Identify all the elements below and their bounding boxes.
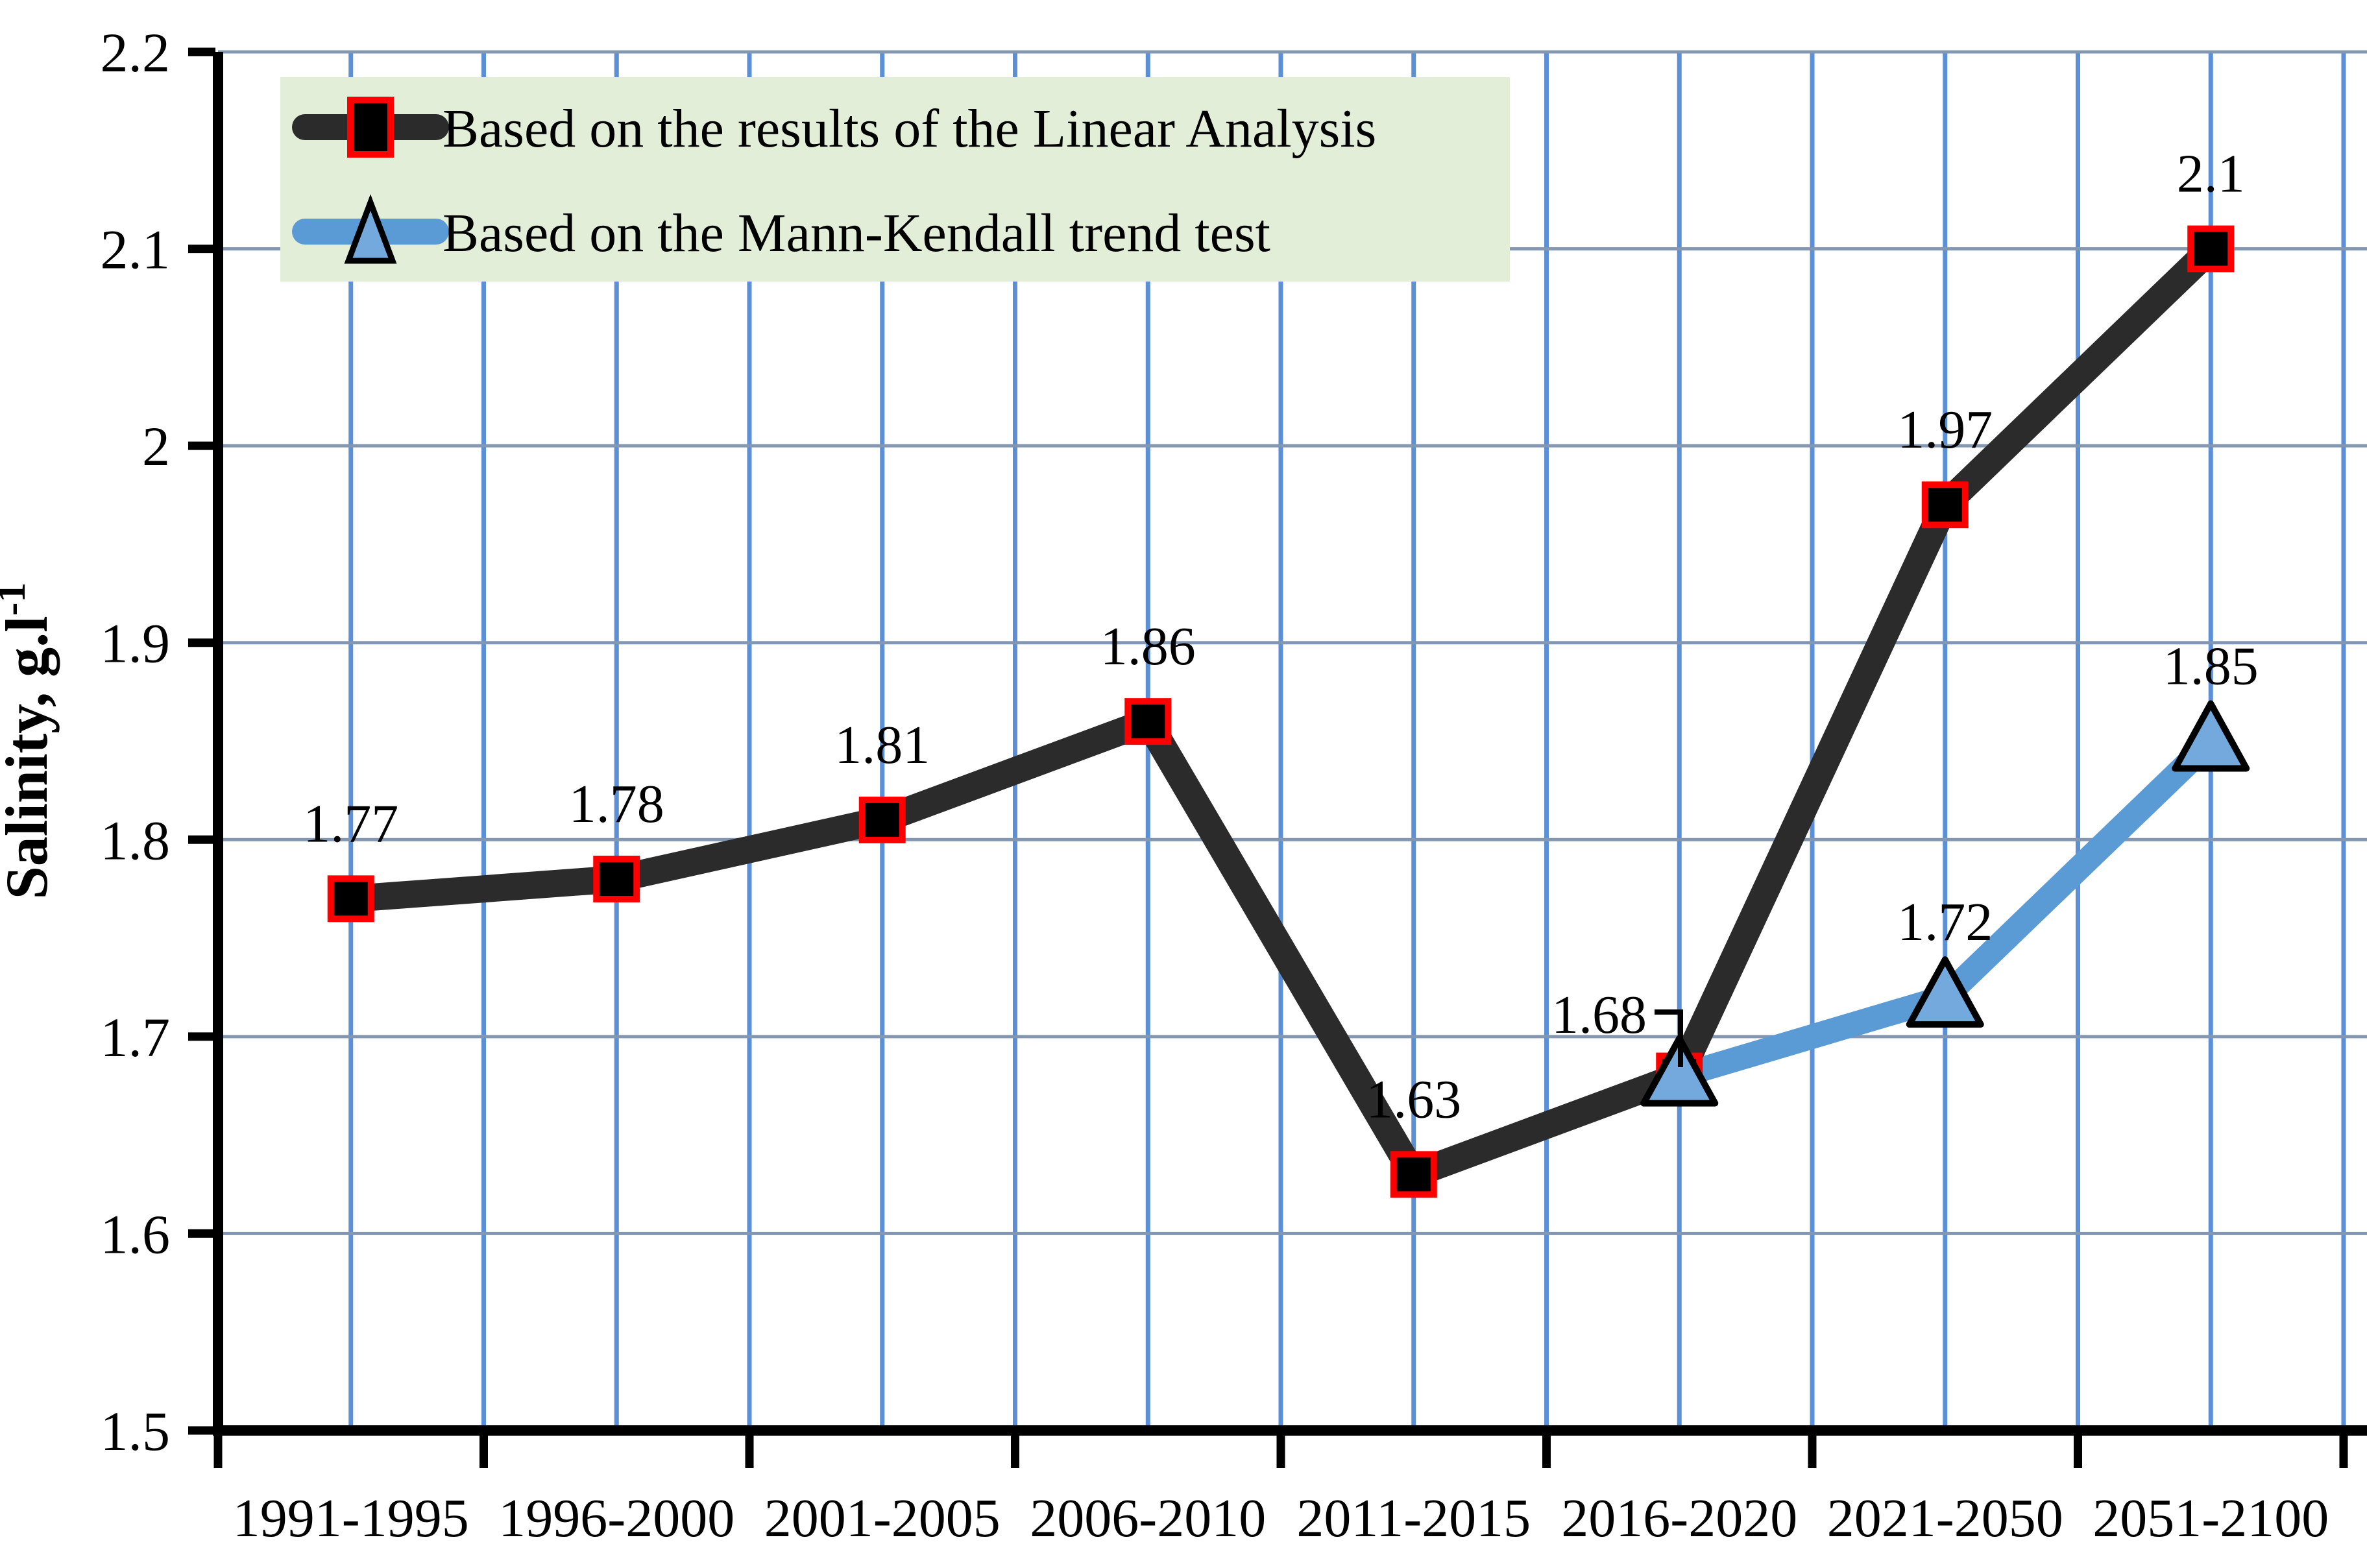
legend-label-mann-kendall: Based on the Mann-Kendall trend test: [443, 203, 1270, 263]
y-axis-title: Salinity, g.l-1: [0, 583, 60, 900]
data-point-markers: [327, 225, 2250, 1198]
callout-1-68: 1.68: [1551, 985, 1683, 1067]
triangle-marker: [2172, 700, 2250, 772]
data-label: 1.81: [834, 715, 930, 775]
x-tick-label: 2021-2050: [1827, 1488, 2063, 1549]
triangle-marker: [1906, 956, 1984, 1028]
data-label: 1.78: [569, 774, 664, 834]
legend-square-marker-icon: [347, 97, 394, 158]
callout-label: 1.68: [1551, 985, 1647, 1045]
data-label: 1.77: [303, 793, 398, 854]
axis-ticks: [188, 47, 2348, 1468]
square-marker: [1124, 698, 1172, 745]
callout-leader-line: [1655, 1009, 1683, 1067]
data-label: 2.1: [2177, 144, 2245, 204]
legend-item-linear-analysis: Based on the results of the Linear Analy…: [292, 97, 1376, 159]
svg-text:Salinity, g.l-1: Salinity, g.l-1: [0, 583, 60, 900]
legend-label-linear: Based on the results of the Linear Analy…: [443, 99, 1376, 159]
x-tick-label: 1996-2000: [498, 1488, 734, 1549]
legend-item-mann-kendall: Based on the Mann-Kendall trend test: [292, 194, 1270, 264]
linear-analysis-line: [350, 239, 2220, 1188]
x-tick-label: 2001-2005: [764, 1488, 1001, 1549]
data-label: 1.97: [1897, 400, 1993, 460]
x-tick-label: 2011-2015: [1296, 1488, 1531, 1549]
y-tick-label: 1.7: [101, 1006, 171, 1068]
y-axis-title-superscript: -1: [0, 583, 34, 616]
y-tick-label: 1.8: [101, 809, 171, 871]
square-marker: [858, 796, 906, 843]
y-axis-title-base: Salinity, g.l: [0, 616, 60, 899]
x-tick-label: 1991-1995: [233, 1488, 469, 1549]
square-marker: [2187, 225, 2235, 272]
y-tick-label: 2.2: [101, 21, 171, 84]
data-label: 1.85: [2163, 636, 2259, 697]
square-marker: [1921, 481, 1969, 529]
square-marker: [327, 875, 374, 923]
y-tick-label: 1.9: [101, 612, 171, 675]
square-marker: [1390, 1151, 1437, 1198]
data-label: 1.86: [1100, 616, 1196, 677]
legend-triangle-marker-icon: [344, 194, 397, 264]
axes: [213, 52, 2367, 1436]
axis-tick-labels: 2.2 2.1 2 1.9 1.8 1.7 1.6 1.5 1991-1995 1996-2000…: [101, 21, 2329, 1549]
legend: Based on the results of the Linear Analy…: [280, 77, 1510, 282]
triangle-marker: [1640, 1035, 1719, 1107]
square-marker: [593, 856, 640, 902]
data-label: 1.63: [1366, 1069, 1461, 1129]
y-tick-label: 1.5: [101, 1400, 171, 1462]
y-tick-label: 2: [142, 415, 170, 477]
x-tick-label: 2016-2020: [1561, 1488, 1797, 1549]
y-tick-label: 1.6: [101, 1203, 171, 1265]
legend-background: [280, 77, 1510, 282]
x-tick-label: 2051-2100: [2093, 1488, 2329, 1549]
x-tick-label: 2006-2010: [1030, 1488, 1266, 1549]
data-label: 1.72: [1897, 892, 1993, 952]
vertical-gridlines: [348, 52, 2346, 1430]
y-tick-label: 2.1: [101, 219, 171, 281]
data-point-labels: 1.77 1.78 1.81 1.86 1.63 1.97 2.1 1.72 1.85: [303, 144, 2259, 1130]
